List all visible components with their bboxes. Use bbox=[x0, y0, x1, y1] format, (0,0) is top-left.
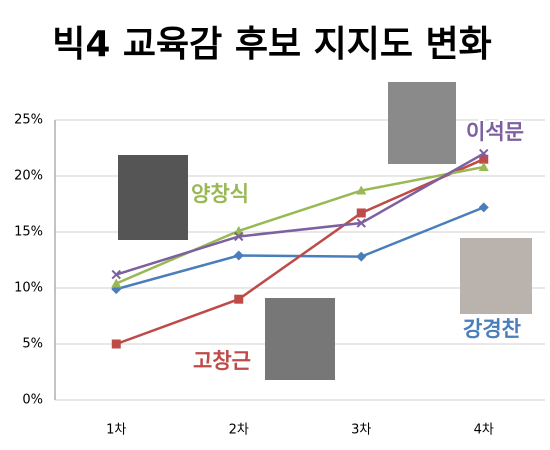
marker bbox=[111, 269, 121, 280]
photo bbox=[118, 155, 188, 240]
marker bbox=[356, 251, 367, 262]
marker bbox=[478, 202, 489, 213]
photo bbox=[388, 82, 456, 164]
series-label: 강경찬 bbox=[463, 317, 521, 341]
x-tick-label: 2차 bbox=[229, 423, 249, 438]
y-tick-label: 0% bbox=[22, 393, 43, 408]
y-tick-label: 10% bbox=[14, 281, 43, 296]
series-line bbox=[115, 152, 485, 276]
series-label: 양창식 bbox=[191, 182, 249, 206]
x-tick-label: 3차 bbox=[351, 423, 371, 438]
marker bbox=[479, 148, 489, 159]
chart-title: 빅4 교육감 후보 지지도 변화 bbox=[52, 24, 492, 65]
x-tick-label: 4차 bbox=[474, 423, 494, 438]
marker bbox=[356, 185, 367, 195]
y-tick-label: 20% bbox=[14, 169, 43, 184]
marker bbox=[356, 208, 366, 218]
marker bbox=[111, 278, 122, 288]
series-line bbox=[115, 158, 485, 346]
marker bbox=[233, 250, 244, 261]
marker bbox=[478, 162, 489, 172]
marker bbox=[234, 231, 244, 242]
marker bbox=[234, 294, 244, 304]
series-line bbox=[115, 165, 484, 285]
x-tick-label: 1차 bbox=[106, 423, 126, 438]
series-label: 이석문 bbox=[466, 120, 524, 144]
marker bbox=[479, 154, 489, 164]
marker bbox=[111, 339, 121, 349]
photos bbox=[118, 82, 532, 380]
y-tick-label: 15% bbox=[14, 225, 43, 240]
photo bbox=[460, 238, 532, 314]
series-label: 고창근 bbox=[193, 349, 251, 373]
y-tick-label: 25% bbox=[14, 113, 43, 128]
photo bbox=[265, 298, 335, 380]
marker bbox=[356, 218, 366, 228]
y-tick-label: 5% bbox=[22, 337, 43, 352]
